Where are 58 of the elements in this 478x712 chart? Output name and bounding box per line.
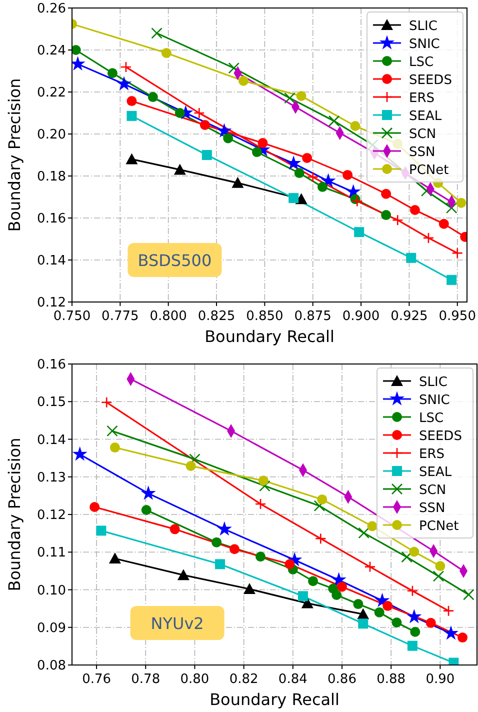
x-tick-label: 0.86 xyxy=(328,672,356,687)
legend-label: SCN xyxy=(409,127,436,142)
legend-label: ERS xyxy=(409,91,434,106)
legend-label: SEAL xyxy=(419,465,452,480)
x-tick-label: 0.84 xyxy=(278,672,308,687)
y-axis-title: Boundary Precision xyxy=(5,78,24,232)
x-tick-label: 0.90 xyxy=(426,672,455,687)
y-tick-label: 0.14 xyxy=(37,432,66,448)
x-tick-label: 0.750 xyxy=(53,309,91,324)
legend-label: SSN xyxy=(409,145,436,160)
y-tick-label: 0.08 xyxy=(37,658,66,674)
x-tick-label: 0.925 xyxy=(390,309,428,324)
x-tick-label: 0.850 xyxy=(246,309,284,324)
y-tick-label: 0.24 xyxy=(37,44,66,58)
legend-label: SLIC xyxy=(409,19,438,34)
y-tick-label: 0.14 xyxy=(37,254,66,268)
x-tick-label: 0.825 xyxy=(198,309,236,324)
y-tick-label: 0.18 xyxy=(37,170,66,184)
legend-label: SSN xyxy=(419,501,446,516)
x-tick-label: 0.875 xyxy=(294,309,332,324)
x-tick-label: 0.82 xyxy=(229,672,258,687)
y-tick-label: 0.22 xyxy=(37,86,66,100)
annotation: BSDS500 xyxy=(138,251,212,270)
x-tick-label: 0.800 xyxy=(150,309,187,324)
y-tick-label: 0.09 xyxy=(37,620,66,636)
legend-label: LSC xyxy=(409,55,434,70)
x-axis-title: Boundary Recall xyxy=(210,690,340,709)
y-tick-label: 0.12 xyxy=(37,296,66,310)
y-tick-label: 0.20 xyxy=(37,128,66,142)
legend-label: SCN xyxy=(419,483,446,498)
legend-label: SEAL xyxy=(409,109,442,124)
y-tick-label: 0.26 xyxy=(37,2,66,16)
y-tick-label: 0.10 xyxy=(37,583,66,598)
legend-label: SLIC xyxy=(419,375,448,390)
legend-label: PCNet xyxy=(409,163,449,178)
y-tick-label: 0.11 xyxy=(37,546,66,561)
annotation: NYUv2 xyxy=(150,614,204,633)
y-tick-label: 0.13 xyxy=(37,470,66,486)
legend-label: SNIC xyxy=(419,393,450,408)
y-axis-title: Boundary Precision xyxy=(5,438,24,592)
legend-label: SEEDS xyxy=(419,429,462,444)
x-tick-label: 0.900 xyxy=(342,309,380,324)
x-tick-label: 0.80 xyxy=(180,672,210,687)
x-tick-label: 0.88 xyxy=(376,672,406,687)
x-tick-label: 0.775 xyxy=(102,309,139,324)
y-tick-label: 0.15 xyxy=(37,395,66,410)
y-tick-label: 0.16 xyxy=(37,212,66,226)
y-tick-label: 0.16 xyxy=(37,358,66,372)
legend-label: PCNet xyxy=(419,519,459,534)
x-tick-label: 0.76 xyxy=(82,672,112,687)
legend-label: ERS xyxy=(419,447,444,462)
legend-label: SEEDS xyxy=(409,73,452,88)
legend-label: SNIC xyxy=(409,37,440,52)
x-tick-label: 0.78 xyxy=(131,672,160,687)
y-tick-label: 0.12 xyxy=(37,508,66,523)
x-tick-label: 0.950 xyxy=(438,309,476,324)
legend-label: LSC xyxy=(419,411,444,426)
x-axis-title: Boundary Recall xyxy=(204,327,334,346)
